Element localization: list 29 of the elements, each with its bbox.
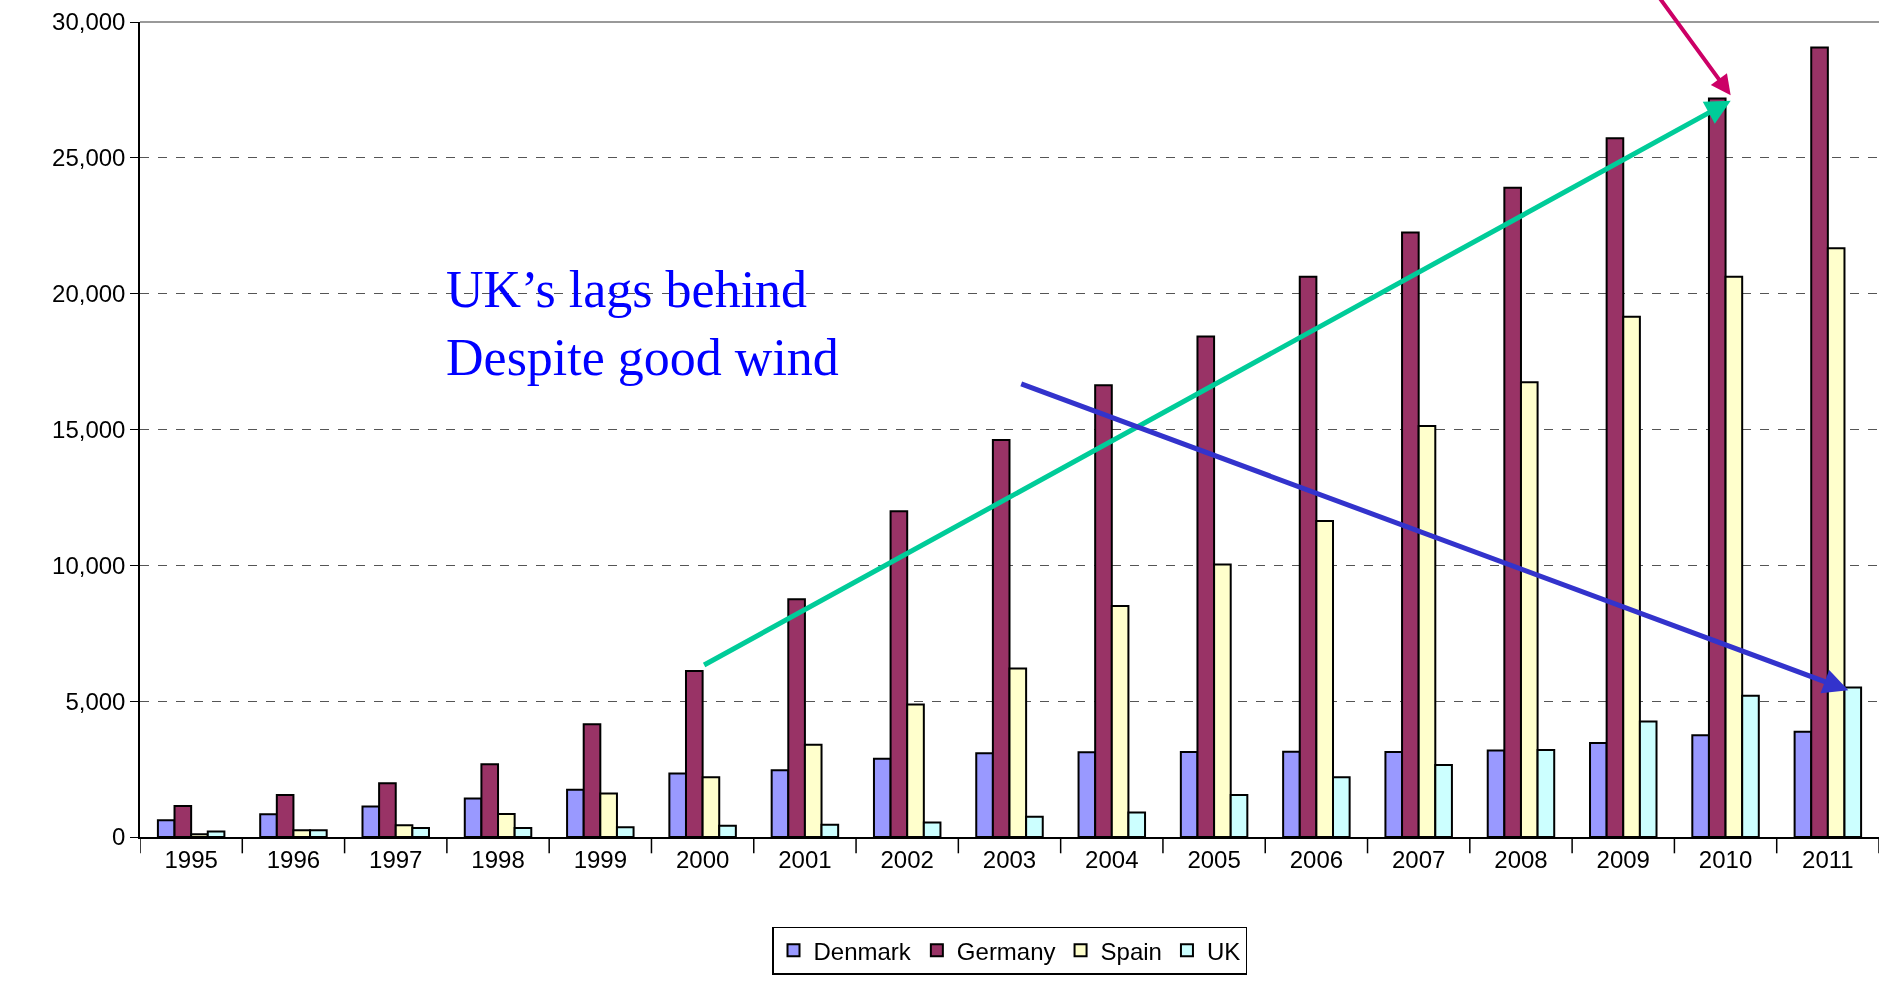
- x-tick-label: 2004: [1085, 845, 1139, 873]
- y-tick-label: 0: [112, 823, 126, 851]
- x-tick-label: 1996: [266, 845, 321, 873]
- x-tick-label: 2008: [1494, 845, 1548, 873]
- y-tick-label: 30,000: [52, 8, 126, 36]
- y-tick-label: 5,000: [65, 687, 126, 715]
- x-tick-label: 2009: [1596, 845, 1650, 873]
- x-tick-label: 2010: [1698, 845, 1753, 873]
- x-tick-label: 1999: [573, 845, 628, 873]
- y-tick-label: 25,000: [52, 144, 126, 172]
- legend-label: Spain: [1100, 937, 1162, 965]
- x-tick-label: 1998: [471, 845, 525, 873]
- x-tick-label: 1995: [164, 845, 218, 873]
- annotation: UK’s lags behind Despite good wind: [446, 261, 839, 386]
- x-tick-label: 2001: [778, 845, 832, 873]
- x-tick-label: 2011: [1802, 845, 1854, 873]
- y-tick-label: 20,000: [52, 280, 126, 308]
- x-tick-label: 2006: [1289, 845, 1344, 873]
- legend-label: Germany: [956, 937, 1056, 965]
- x-tick-label: 2005: [1187, 845, 1241, 873]
- x-tick-label: 2007: [1391, 845, 1446, 873]
- legend-label: Denmark: [813, 937, 912, 965]
- legend-label: UK: [1206, 937, 1241, 965]
- y-tick-label: 10,000: [52, 551, 126, 579]
- x-tick-label: 2002: [880, 845, 934, 873]
- x-tick-label: 2000: [675, 845, 730, 873]
- x-tick-label: 2003: [982, 845, 1037, 873]
- x-tick-label: 1997: [369, 845, 423, 873]
- y-tick-label: 15,000: [52, 415, 126, 443]
